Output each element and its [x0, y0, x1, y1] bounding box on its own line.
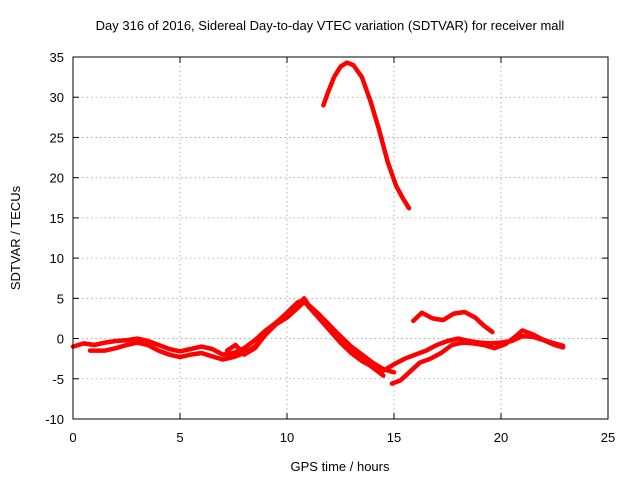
y-tick-label: 35 — [50, 50, 64, 65]
chart-title: Day 316 of 2016, Sidereal Day-to-day VTE… — [96, 18, 565, 33]
y-tick-label: 15 — [50, 211, 64, 226]
x-tick-label: 15 — [387, 430, 401, 445]
axis-ticks: 0 5 10 15 20 25 -10 -5 0 5 10 15 20 25 30 35 — [45, 50, 615, 445]
series-line-track-d — [389, 328, 566, 386]
y-tick-label: 0 — [57, 332, 64, 347]
x-axis-label: GPS time / hours — [291, 459, 390, 474]
series-line-track-f — [321, 60, 412, 211]
x-tick-label: 20 — [494, 430, 508, 445]
x-tick-label: 0 — [69, 430, 76, 445]
y-tick-label: 5 — [57, 291, 64, 306]
series-layer — [70, 60, 566, 386]
y-tick-label: -5 — [52, 372, 64, 387]
y-tick-label: 10 — [50, 251, 64, 266]
x-tick-label: 10 — [280, 430, 294, 445]
plot-frame — [72, 56, 609, 420]
y-tick-label: 30 — [50, 90, 64, 105]
x-tick-label: 25 — [601, 430, 615, 445]
y-axis-label: SDTVAR / TECUs — [8, 185, 23, 290]
series-line-track-e — [411, 309, 495, 335]
series-line-track-c — [224, 297, 566, 373]
x-tick-label: 5 — [176, 430, 183, 445]
y-tick-label: -10 — [45, 412, 64, 427]
series-line-track-a — [70, 296, 397, 375]
chart-grid — [73, 57, 608, 419]
series-line-track-b — [87, 299, 386, 378]
y-tick-label: 20 — [50, 171, 64, 186]
y-tick-label: 25 — [50, 130, 64, 145]
